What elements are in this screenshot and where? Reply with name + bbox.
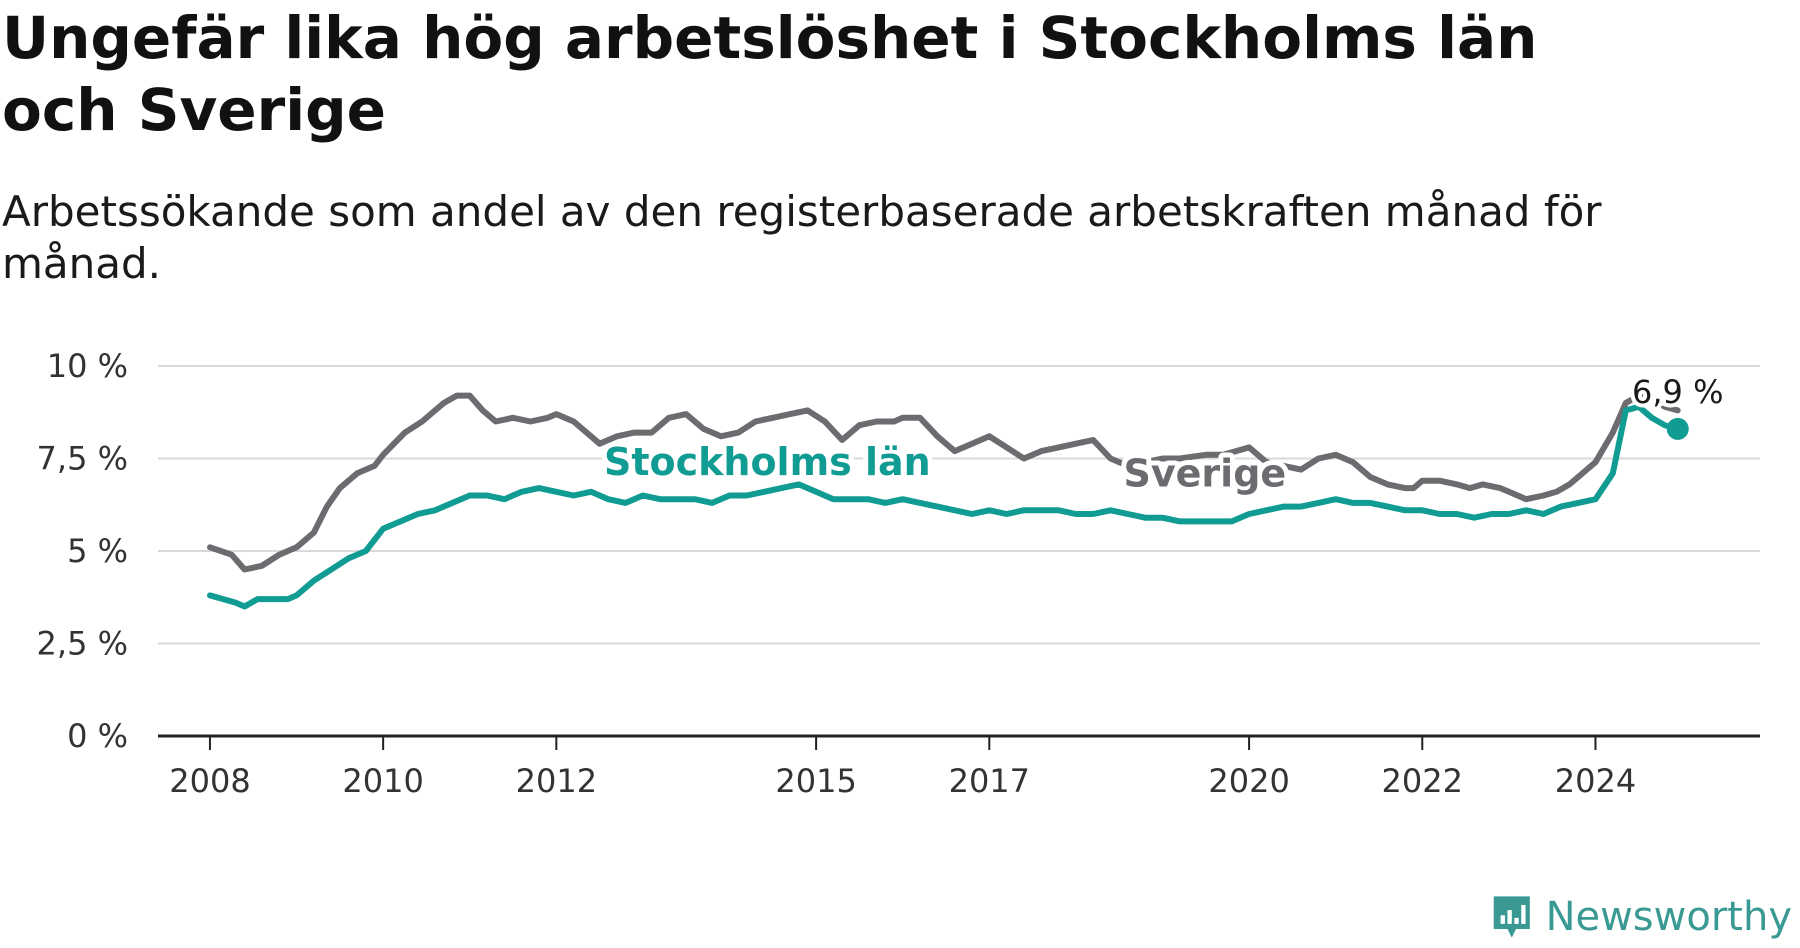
x-tick-label: 2022 [1382,762,1463,800]
chart-subtitle: Arbetssökande som andel av den registerb… [2,187,1602,288]
series-line-stockholm [207,403,1681,610]
series-lines [207,392,1689,610]
brand-name: Newsworthy [1545,894,1792,940]
y-tick-label: 2,5 % [37,625,128,663]
line-chart: 0 % 2,5 % 5 % 7,5 % 10 % 2008 2010 2012 2015 201… [37,347,1760,800]
x-tick-label: 2015 [775,762,856,800]
y-tick-label: 10 % [47,347,128,385]
series-line-sverige [207,392,1681,573]
gridlines [158,365,1760,645]
x-tick-label: 2008 [169,762,250,800]
y-tick-label: 7,5 % [37,440,128,478]
x-tick-label: 2024 [1555,762,1636,800]
y-tick-label: 0 % [67,717,128,755]
series-label-sverige: Sverige [1124,451,1287,495]
end-point-marker [1666,417,1689,440]
end-value-label: 6,9 % [1632,373,1723,411]
series-label-stockholm: Stockholms län [604,440,931,484]
x-tick-label: 2020 [1208,762,1289,800]
x-tick-label: 2012 [516,762,597,800]
x-tick-label: 2017 [949,762,1030,800]
newsworthy-logo: Newsworthy [1492,888,1792,946]
x-tick-label: 2010 [342,762,423,800]
x-axis-ticks: 2008 2010 2012 2015 2017 2020 2022 2024 [169,736,1636,800]
newsworthy-logo-icon [1493,896,1530,938]
chart-title: Ungefär lika hög arbetslöshet i Stockhol… [2,4,1538,144]
y-tick-label: 5 % [67,532,128,570]
y-axis-ticks: 0 % 2,5 % 5 % 7,5 % 10 % [37,347,128,755]
series-labels: Stockholms län Sverige 6,9 % [599,369,1728,500]
